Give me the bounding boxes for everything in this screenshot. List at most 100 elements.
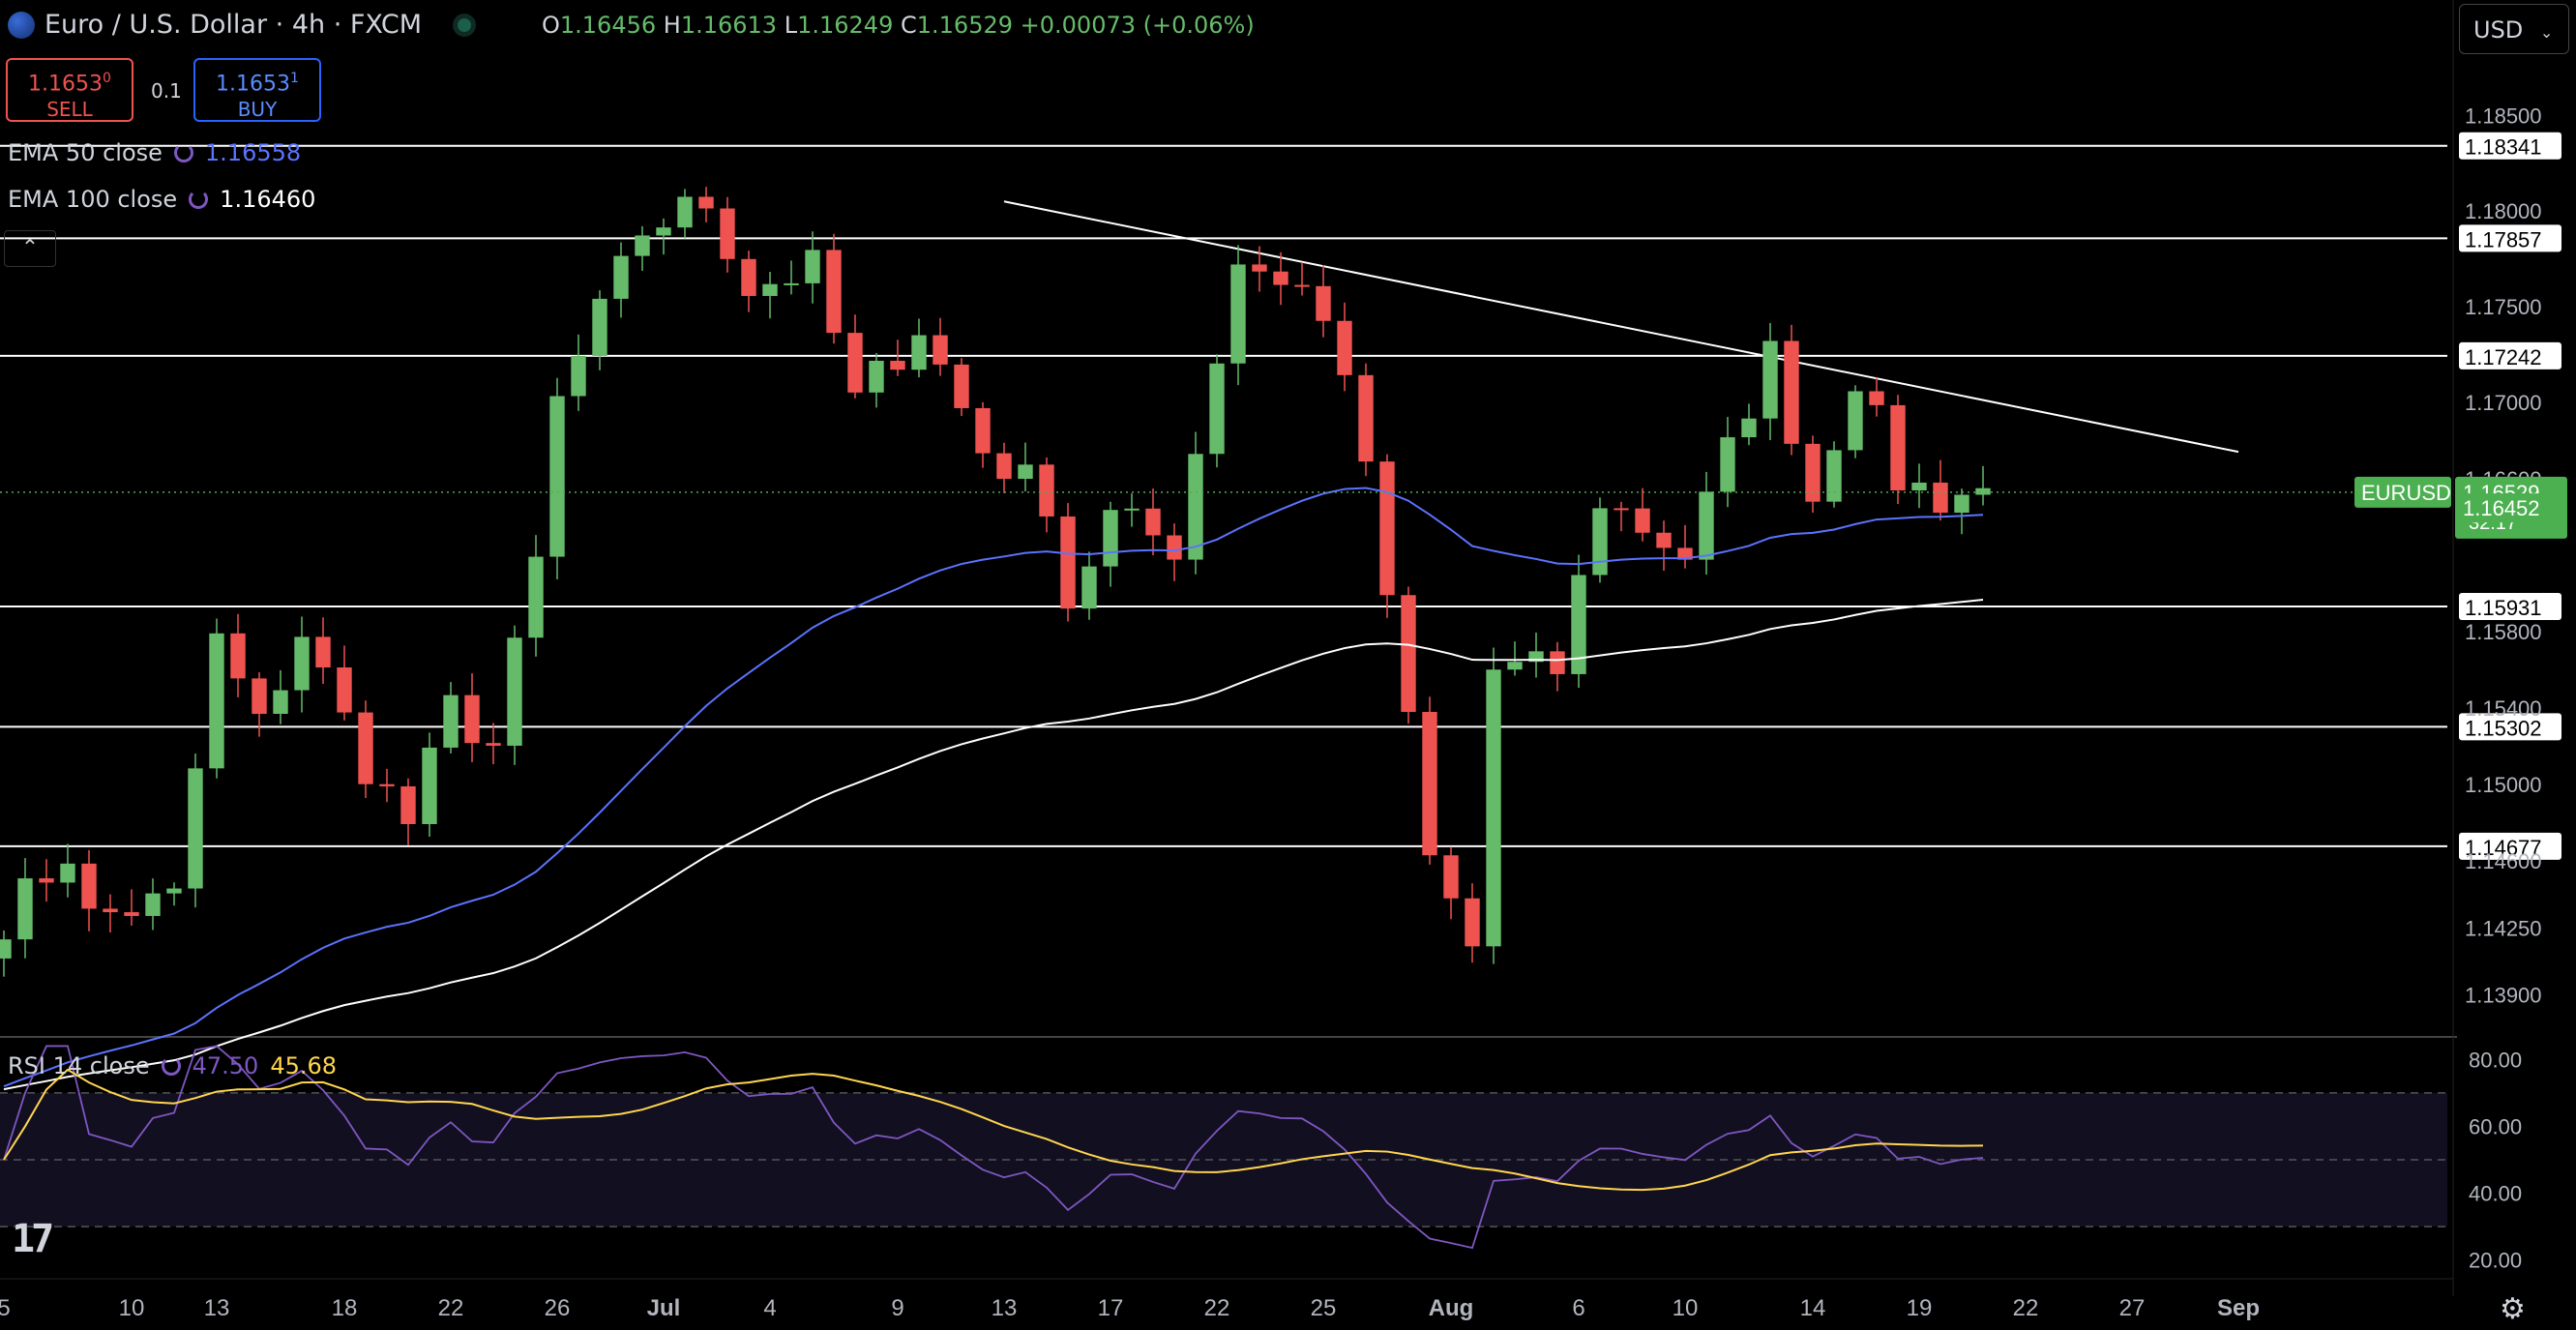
time-tick-label: Jul bbox=[647, 1295, 681, 1321]
level-tag bbox=[2459, 713, 2561, 741]
candle-body bbox=[464, 695, 480, 744]
ohlc-value-c: 1.16529 bbox=[916, 12, 1013, 39]
candle-body bbox=[1954, 494, 1969, 514]
candle-body bbox=[1890, 404, 1906, 490]
level-tag-text: 1.15302 bbox=[2465, 716, 2542, 740]
lot-size[interactable]: 0.1 bbox=[151, 79, 182, 103]
candle-body bbox=[720, 208, 735, 259]
buy-button[interactable]: 1.16531 BUY bbox=[193, 58, 321, 122]
candle-body bbox=[677, 196, 693, 228]
rsi-tick-label: 20.00 bbox=[2469, 1249, 2522, 1273]
candle-body bbox=[954, 364, 969, 408]
candle-body bbox=[1103, 510, 1118, 567]
candle-body bbox=[1550, 651, 1565, 674]
candle-body bbox=[1443, 855, 1459, 899]
candle-body bbox=[1869, 391, 1884, 405]
collapse-legend-button[interactable]: ⌃ bbox=[4, 230, 56, 267]
ema50-legend[interactable]: EMA 50 close 1.16558 bbox=[8, 139, 301, 166]
settings-gear-icon[interactable]: ⚙ bbox=[2500, 1292, 2526, 1326]
time-tick-label: 10 bbox=[1673, 1295, 1699, 1321]
price-tick-label: 1.15400 bbox=[2465, 696, 2542, 721]
candle-body bbox=[315, 636, 331, 668]
candle-body bbox=[1635, 508, 1650, 533]
ohlc-key-h: H bbox=[663, 12, 681, 39]
ema100-price-text: 1.16452 bbox=[2463, 496, 2540, 520]
candle-body bbox=[890, 360, 905, 370]
candle-body bbox=[1677, 547, 1693, 560]
time-tick-label: Aug bbox=[1429, 1295, 1474, 1321]
price-tick-label: 1.15800 bbox=[2465, 620, 2542, 644]
candle-body bbox=[252, 678, 267, 714]
time-tick-label: 22 bbox=[2013, 1295, 2039, 1321]
price-tick-label: 1.17500 bbox=[2465, 295, 2542, 319]
candle-body bbox=[1826, 450, 1842, 502]
tradingview-logo[interactable]: 17 bbox=[12, 1217, 54, 1261]
rsi-legend[interactable]: RSI 14 close 47.50 45.68 bbox=[8, 1052, 337, 1079]
candle-body bbox=[1422, 711, 1437, 856]
chevron-down-icon: ⌄ bbox=[2539, 23, 2554, 42]
candle-body bbox=[698, 196, 714, 209]
candle-body bbox=[1720, 437, 1735, 492]
candle-body bbox=[613, 255, 629, 299]
candle-body bbox=[635, 235, 650, 256]
ohlc-value-l: 1.16249 bbox=[797, 12, 894, 39]
ohlc-value-h: 1.16613 bbox=[680, 12, 778, 39]
candle-body bbox=[60, 863, 75, 883]
refresh-icon bbox=[161, 1056, 181, 1076]
candle-body bbox=[188, 768, 203, 889]
symbol-title[interactable]: Euro / U.S. Dollar · 4h · FXCM bbox=[44, 10, 423, 40]
chart-header: Euro / U.S. Dollar · 4h · FXCM bbox=[8, 10, 477, 40]
time-tick-label: Sep bbox=[2217, 1295, 2260, 1321]
candle-body bbox=[507, 637, 522, 746]
candle-body bbox=[486, 743, 501, 746]
market-status-icon bbox=[453, 13, 477, 37]
ema100-price-tag bbox=[2455, 493, 2567, 523]
candle-body bbox=[1805, 443, 1821, 502]
candle-body bbox=[1294, 284, 1310, 287]
time-tick-label: 25 bbox=[1311, 1295, 1337, 1321]
ema50-line bbox=[3, 487, 1984, 1088]
level-tag-text: 1.15931 bbox=[2465, 596, 2542, 620]
candle-body bbox=[358, 712, 373, 784]
level-tag bbox=[2459, 593, 2561, 621]
price-tick-label: 1.14600 bbox=[2465, 849, 2542, 873]
candle-body bbox=[1528, 651, 1544, 663]
candle-body bbox=[571, 355, 586, 397]
price-tick-label: 1.18000 bbox=[2465, 199, 2542, 223]
candle-body bbox=[1699, 491, 1714, 560]
candle-body bbox=[209, 633, 224, 769]
candle-body bbox=[422, 747, 437, 824]
candle-body bbox=[805, 250, 820, 283]
candle-body bbox=[1337, 320, 1352, 375]
time-tick-label: 22 bbox=[438, 1295, 464, 1321]
candle-body bbox=[1273, 271, 1288, 285]
candle-body bbox=[1145, 508, 1161, 536]
time-tick-label: 6 bbox=[1572, 1295, 1584, 1321]
currency-select[interactable]: USD ⌄ bbox=[2459, 4, 2569, 54]
time-tick-label: 26 bbox=[545, 1295, 571, 1321]
time-tick-label: 13 bbox=[992, 1295, 1018, 1321]
time-tick-label: 5 bbox=[0, 1295, 11, 1321]
candle-body bbox=[911, 335, 927, 370]
candle-body bbox=[1209, 363, 1225, 455]
rsi-tick-label: 80.00 bbox=[2469, 1048, 2522, 1072]
candle-body bbox=[1018, 464, 1033, 479]
level-tag-text: 1.18341 bbox=[2465, 135, 2542, 160]
candle-body bbox=[1933, 482, 1948, 514]
rsi-line bbox=[3, 1045, 1984, 1250]
sell-button[interactable]: 1.16530 SELL bbox=[6, 58, 133, 122]
candle-body bbox=[549, 396, 565, 557]
price-tick-label: 1.17000 bbox=[2465, 391, 2542, 415]
candle-body bbox=[933, 335, 948, 365]
candle-body bbox=[81, 863, 97, 909]
level-tag bbox=[2459, 132, 2561, 160]
candle-body bbox=[400, 785, 416, 824]
time-tick-label: 9 bbox=[891, 1295, 903, 1321]
trendline bbox=[1003, 200, 2239, 454]
euro-flag-icon bbox=[8, 11, 35, 39]
ema100-legend[interactable]: EMA 100 close 1.16460 bbox=[8, 186, 315, 213]
candle-body bbox=[1060, 516, 1076, 609]
level-tag bbox=[2459, 224, 2561, 252]
candle-body bbox=[230, 633, 246, 679]
